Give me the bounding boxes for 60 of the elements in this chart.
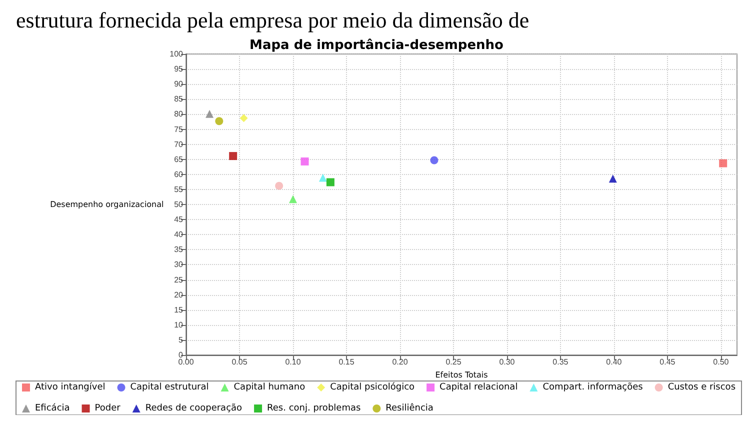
legend-label: Ativo intangível bbox=[35, 382, 106, 392]
x-tick-label: 0.05 bbox=[232, 358, 248, 366]
y-tick-label: 75 bbox=[174, 124, 184, 134]
y-tick-label: 90 bbox=[174, 80, 184, 89]
y-tick-label: 55 bbox=[174, 184, 184, 194]
y-tick-label: 5 bbox=[178, 335, 184, 344]
x-tick-label: 0.50 bbox=[713, 358, 730, 366]
y-tick-label: 95 bbox=[174, 64, 184, 74]
legend-label: Resiliência bbox=[386, 402, 434, 414]
y-tick-label: 30 bbox=[174, 260, 184, 270]
point bbox=[608, 174, 617, 183]
legend-label: Compart. informações bbox=[542, 382, 644, 392]
x-tick-label: 0.10 bbox=[285, 358, 302, 366]
y-tick-label: 70 bbox=[174, 140, 184, 149]
y-tick-label: 60 bbox=[174, 170, 184, 179]
x-tick-label: 0.00 bbox=[178, 358, 194, 366]
legend-label: Custos e riscos bbox=[668, 382, 736, 392]
point bbox=[326, 178, 334, 186]
x-tick-label: 0.30 bbox=[499, 358, 516, 366]
x-tick-label: 0.45 bbox=[660, 358, 676, 366]
y-tick-label: 25 bbox=[174, 275, 184, 284]
y-tick-label: 20 bbox=[174, 290, 184, 300]
point bbox=[300, 157, 309, 166]
legend-label: Poder bbox=[94, 404, 121, 414]
y-tick-label: 0 bbox=[178, 350, 184, 360]
point bbox=[430, 156, 438, 164]
legend-label: Capital humano bbox=[234, 382, 306, 392]
text: estrutura fornecida pela empresa por meio da dimensão de bbox=[16, 8, 530, 32]
x-tick-label: 0.25 bbox=[446, 358, 462, 366]
y-tick-label: 45 bbox=[174, 215, 184, 224]
point bbox=[288, 195, 297, 204]
y-tick-label: 35 bbox=[174, 245, 184, 254]
legend-label: Capital psicológico bbox=[330, 382, 416, 392]
x-axis-title: Efeitos Totais bbox=[435, 370, 488, 380]
legend-label: Eficácia bbox=[35, 402, 70, 414]
x-tick-label: 0.15 bbox=[338, 358, 355, 366]
legend-label: Capital relacional bbox=[440, 382, 518, 392]
y-tick-label: 15 bbox=[174, 305, 184, 314]
point bbox=[318, 174, 327, 182]
y-tick-label: 80 bbox=[174, 110, 184, 119]
y-axis-title: Desempenho organizacional bbox=[50, 200, 164, 209]
y-tick-label: 10 bbox=[174, 320, 184, 330]
x-tick-label: 0.35 bbox=[552, 358, 569, 366]
legend-label: Capital estrutural bbox=[130, 382, 209, 392]
y-tick-label: 40 bbox=[174, 230, 184, 240]
y-tick-label: 85 bbox=[174, 94, 184, 104]
point bbox=[275, 182, 284, 190]
point bbox=[719, 159, 728, 168]
point bbox=[206, 110, 214, 118]
point bbox=[215, 117, 224, 126]
legend-label: Res. conj. problemas bbox=[267, 404, 361, 414]
y-tick-label: 65 bbox=[174, 154, 184, 164]
chart-title: Mapa de importância-desempenho bbox=[250, 38, 504, 53]
legend-label: Redes de cooperação bbox=[145, 404, 243, 414]
x-tick-label: 0.40 bbox=[606, 358, 622, 366]
point bbox=[229, 152, 238, 160]
point bbox=[240, 114, 248, 122]
y-tick-label: 50 bbox=[174, 200, 184, 209]
x-tick-label: 0.20 bbox=[392, 358, 408, 366]
y-tick-label: 100 bbox=[170, 50, 184, 58]
